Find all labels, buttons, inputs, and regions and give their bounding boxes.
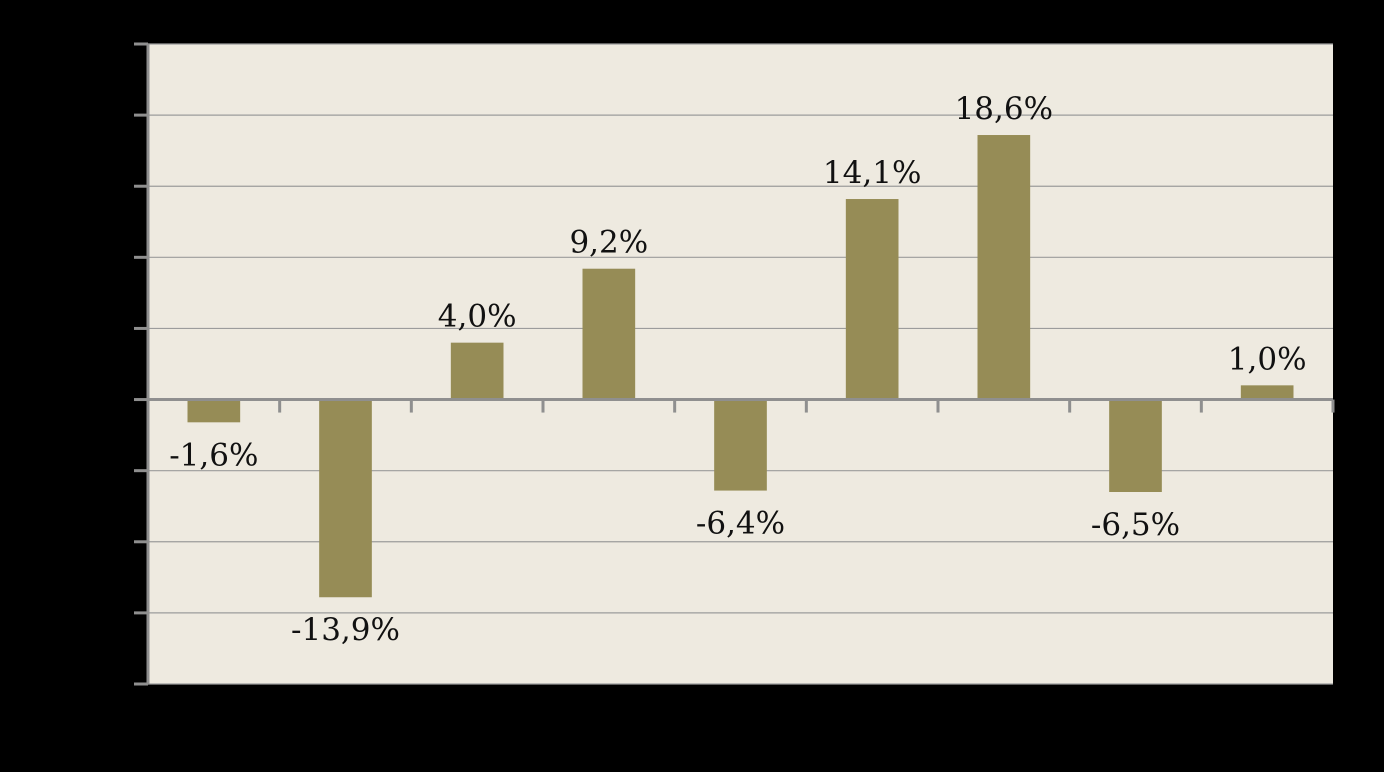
data-label: -13,9% [291, 612, 400, 648]
bar [450, 342, 504, 400]
x-axis-ticks [278, 399, 1335, 413]
bar [977, 135, 1031, 400]
data-label: -1,6% [169, 437, 258, 473]
bar [319, 399, 372, 598]
data-label: 1,0% [1228, 341, 1307, 377]
y-axis-ticks [134, 42, 148, 686]
bar [1240, 385, 1294, 400]
data-label: 14,1% [823, 155, 921, 191]
bar [714, 399, 767, 491]
bar-series [187, 135, 1294, 598]
bar [845, 199, 899, 400]
data-label: 4,0% [438, 299, 517, 335]
data-label: -6,5% [1091, 507, 1180, 543]
data-labels: -1,6% -13,9% 4,0% 9,2% -6,4% 14,1% 18,6% -6,5% 1… [169, 91, 1306, 648]
data-label: 9,2% [569, 225, 648, 261]
data-label: -6,4% [696, 506, 785, 542]
bar [1109, 399, 1162, 492]
bar [582, 268, 636, 400]
bar [187, 399, 241, 423]
data-label: 18,6% [955, 91, 1053, 127]
